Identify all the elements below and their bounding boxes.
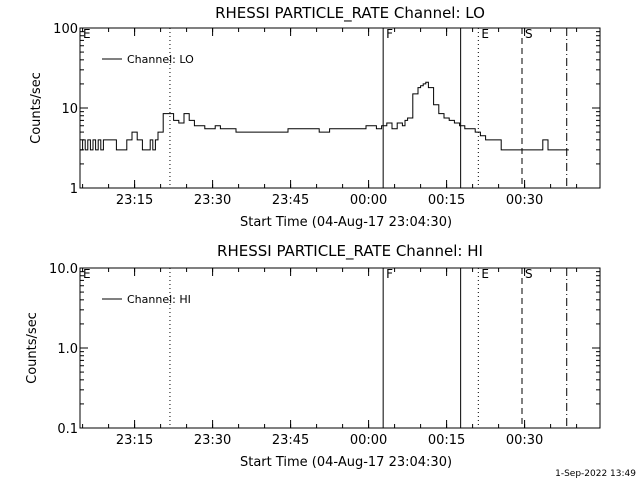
y-tick-label: 100 [53,22,78,37]
plot-area: 23:15 23:30 23:45 00:00 00:15 00:30 0.1 1.0 10.0… [49,262,600,448]
x-tick-label: 00:15 [428,433,465,448]
x-axis-label: Start Time (04-Aug-17 23:04:30) [240,215,452,230]
plot-area: 23:15 23:30 23:45 00:00 00:15 00:30 1 10 100 E F E S… [53,22,600,208]
x-tick-label: 00:00 [350,193,387,208]
x-tick-label: 23:45 [272,193,309,208]
y-tick-label: 1.0 [57,342,78,357]
x-tick-label: 00:00 [350,433,387,448]
x-tick-label: 23:45 [272,433,309,448]
chart-title: RHESSI PARTICLE_RATE Channel: HI [217,242,483,261]
chart-panel-hi: RHESSI PARTICLE_RATE Channel: HI Counts/… [25,242,601,470]
event-marker-label: F [386,27,393,41]
legend-label: Channel: LO [127,53,194,66]
event-marker-label: S [525,27,533,41]
x-tick-label: 23:15 [116,433,153,448]
event-marker-label: S [525,267,533,281]
series-line [80,81,569,151]
event-marker-label: E [83,27,91,41]
legend-label: Channel: HI [127,293,191,306]
chart-title: RHESSI PARTICLE_RATE Channel: LO [215,4,485,23]
x-tick-label: 23:15 [116,193,153,208]
event-marker-label: F [386,267,393,281]
x-tick-label: 23:30 [194,193,231,208]
x-tick-label: 23:30 [194,433,231,448]
date-stamp: 1-Sep-2022 13:49 [555,469,636,479]
y-axis-label: Counts/sec [29,72,44,144]
y-tick-label: 1 [70,182,78,197]
y-tick-label: 0.1 [57,422,78,437]
x-axis-label: Start Time (04-Aug-17 23:04:30) [240,455,452,470]
event-marker-label: E [481,267,489,281]
x-tick-label: 00:30 [506,193,543,208]
y-tick-label: 10 [61,102,78,117]
event-marker-label: E [481,27,489,41]
y-tick-label: 10.0 [49,262,78,277]
event-marker-label: E [83,267,91,281]
chart-panel-lo: RHESSI PARTICLE_RATE Channel: LO Counts/… [29,4,601,230]
x-tick-label: 00:15 [428,193,465,208]
y-axis-label: Counts/sec [25,312,40,384]
x-tick-label: 00:30 [506,433,543,448]
